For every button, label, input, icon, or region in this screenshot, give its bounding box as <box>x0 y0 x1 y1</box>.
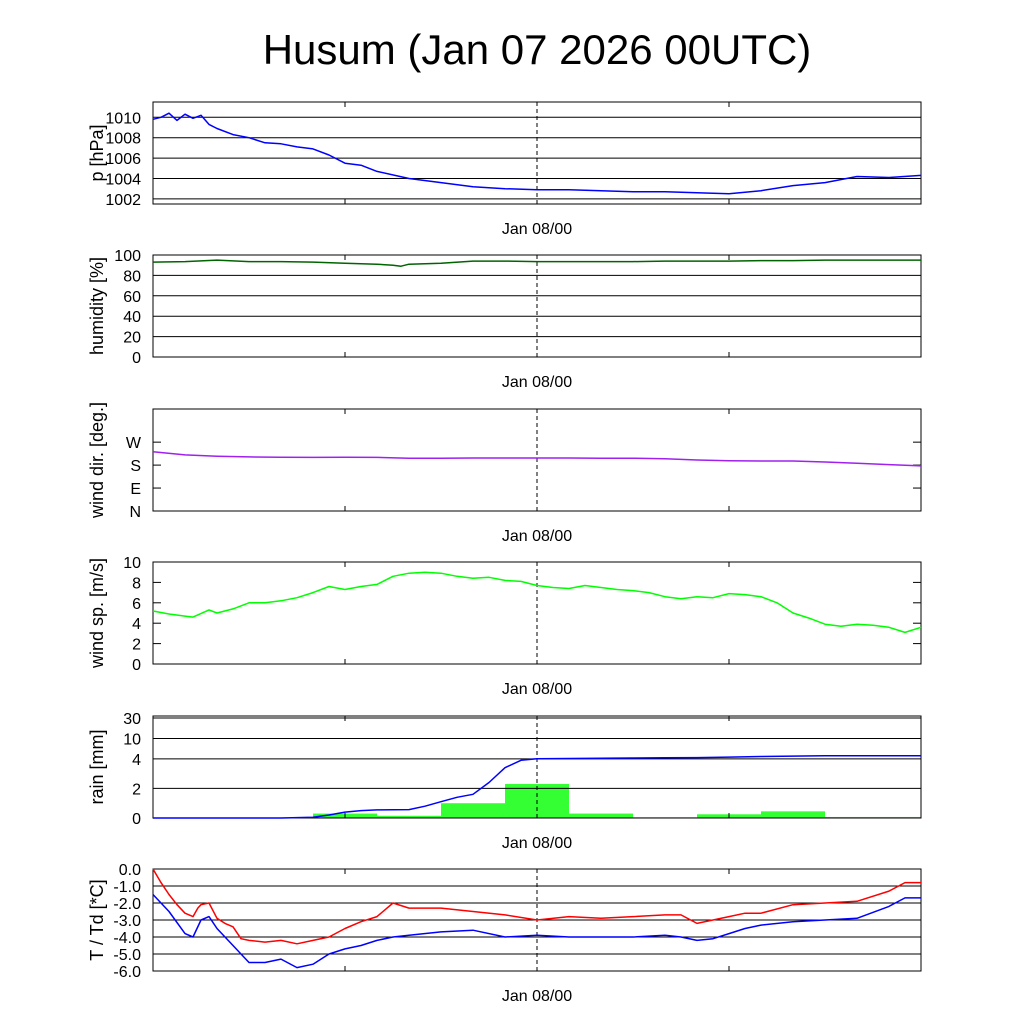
series-line-wind_speed <box>152 571 922 634</box>
y-axis-label: wind dir. [deg.] <box>87 402 107 519</box>
series-line-dewpoint <box>152 893 921 969</box>
y-axis-label: rain [mm] <box>87 729 107 804</box>
rain-bar <box>441 803 505 818</box>
y-tick-label: -3.0 <box>113 913 141 930</box>
y-tick-label: 0 <box>132 811 141 828</box>
series-line-temperature <box>152 868 921 945</box>
y-tick-label: -1.0 <box>113 879 141 896</box>
y-axis-label: humidity [%] <box>87 257 107 355</box>
y-tick-label: 8 <box>132 575 141 592</box>
chart-title: Husum (Jan 07 2026 00UTC) <box>262 26 812 73</box>
plot-frame <box>152 408 922 512</box>
y-tick-label: 2 <box>132 637 141 654</box>
y-tick-label: 0.0 <box>119 862 141 879</box>
rain-bar <box>825 816 921 818</box>
plot-frame <box>152 254 922 358</box>
rain-bar <box>761 811 825 818</box>
y-tick-label: -5.0 <box>113 947 141 964</box>
y-tick-label: 1006 <box>105 151 141 168</box>
y-tick-label: 80 <box>123 268 141 285</box>
series-line-rain_total <box>153 755 921 819</box>
panel-temperature: 0.0-1.0-2.0-3.0-4.0-5.0-6.0 Jan 08/00 T / … <box>87 862 922 1005</box>
x-tick-label: Jan 08/00 <box>502 374 572 391</box>
y-axis-label: T / Td [*C] <box>87 879 107 960</box>
y-tick-label: 4 <box>132 616 141 633</box>
x-tick-label: Jan 08/00 <box>502 221 572 238</box>
y-tick-label: 1004 <box>105 172 141 189</box>
y-tick-label: 30 <box>123 711 141 728</box>
y-tick-label: -4.0 <box>113 930 141 947</box>
y-tick-label: 10 <box>123 731 141 748</box>
y-tick-label: 100 <box>114 248 141 265</box>
y-tick-label: 0 <box>132 657 141 674</box>
y-tick-label: 10 <box>123 555 141 572</box>
series-line-wind_dir <box>152 451 922 467</box>
rain-bar <box>377 815 441 818</box>
y-axis-label: wind sp. [m/s] <box>87 558 107 669</box>
panel-rain: 0 2 4 10 30 Jan 08/00 rain [mm] <box>87 711 922 852</box>
x-tick-label: Jan 08/00 <box>502 528 572 545</box>
y-tick-label: 6 <box>132 596 141 613</box>
y-tick-label: 60 <box>123 289 141 306</box>
rain-bar <box>569 813 633 818</box>
y-tick-label: -2.0 <box>113 896 141 913</box>
panel-wind_speed: 0 2 4 6 8 10 Jan 08/00 wind sp. [m/s] <box>87 555 922 698</box>
x-tick-label: Jan 08/00 <box>502 835 572 852</box>
y-tick-label: E <box>130 481 141 498</box>
plot-frame <box>152 715 922 819</box>
y-tick-label: W <box>126 435 142 452</box>
series-line-humidity <box>152 259 921 267</box>
y-tick-label: -6.0 <box>113 964 141 981</box>
y-tick-label: 20 <box>123 330 141 347</box>
x-tick-label: Jan 08/00 <box>502 988 572 1005</box>
y-tick-label: 4 <box>132 752 141 769</box>
plot-frame <box>152 561 922 665</box>
y-axis-label: p [hPa] <box>87 124 107 181</box>
y-tick-label: 1002 <box>105 192 141 209</box>
y-tick-label: 0 <box>132 350 141 367</box>
plot-frame <box>152 868 922 972</box>
x-tick-label: Jan 08/00 <box>502 681 572 698</box>
y-tick-label: 2 <box>132 781 141 798</box>
y-tick-label: 1010 <box>105 110 141 127</box>
series-line-pressure <box>152 112 922 195</box>
plot-frame <box>152 101 922 205</box>
y-tick-label: 1008 <box>105 131 141 148</box>
y-tick-label: 40 <box>123 309 141 326</box>
y-tick-label: S <box>130 458 141 475</box>
y-tick-label: N <box>129 504 141 521</box>
panel-humidity: 0 20 40 60 80 100 Jan 08/00 humidity [%] <box>87 248 922 391</box>
panel-pressure: 1002 1004 1006 1008 1010 Jan 08/00 p [hPa] <box>87 101 922 238</box>
